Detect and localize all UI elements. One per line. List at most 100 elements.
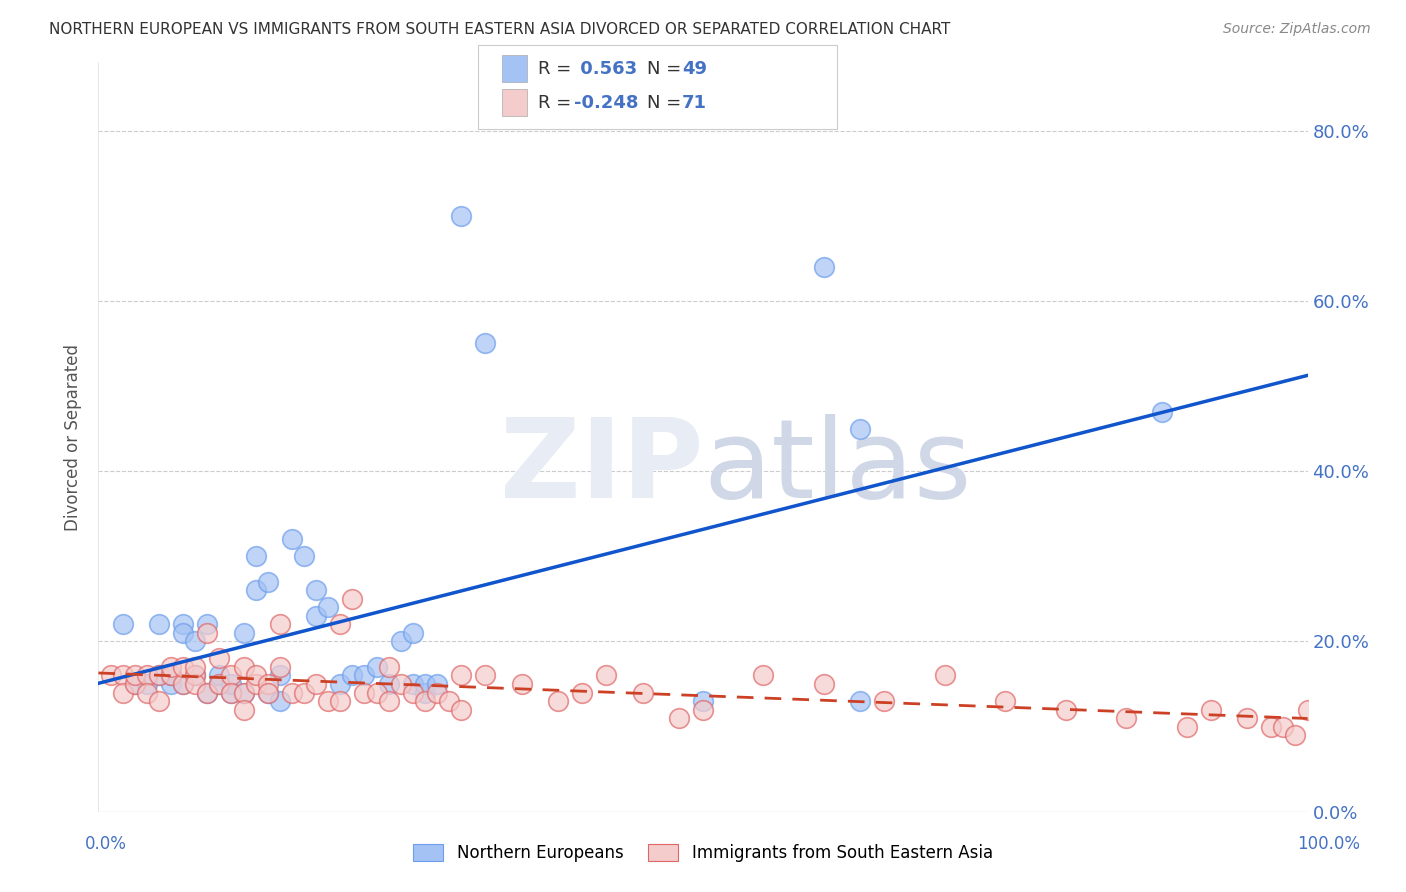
Point [172, 617, 194, 632]
Point [389, 677, 412, 691]
Point [547, 694, 569, 708]
Point [184, 668, 207, 682]
Text: 0.563: 0.563 [574, 60, 637, 78]
Point [1152, 404, 1174, 418]
Point [124, 677, 146, 691]
Point [316, 694, 339, 708]
Point [316, 600, 339, 615]
Point [510, 677, 533, 691]
Legend: Northern Europeans, Immigrants from South Eastern Asia: Northern Europeans, Immigrants from Sout… [405, 836, 1001, 871]
Point [256, 677, 278, 691]
Text: N =: N = [647, 94, 686, 112]
Point [184, 660, 207, 674]
Point [934, 668, 956, 682]
Point [281, 533, 304, 547]
Point [849, 694, 872, 708]
Point [245, 668, 267, 682]
Point [245, 677, 267, 691]
Point [232, 685, 254, 699]
Point [208, 677, 231, 691]
Point [377, 677, 399, 691]
Point [256, 685, 278, 699]
Point [1284, 728, 1306, 742]
Point [111, 685, 134, 699]
Point [232, 660, 254, 674]
Point [124, 668, 146, 682]
Point [1236, 711, 1258, 725]
Point [208, 668, 231, 682]
Point [232, 626, 254, 640]
Text: R =: R = [538, 94, 578, 112]
Point [366, 660, 388, 674]
Point [245, 549, 267, 564]
Point [160, 668, 183, 682]
Point [474, 336, 496, 351]
Point [184, 634, 207, 648]
Point [172, 677, 194, 691]
Point [366, 685, 388, 699]
Point [232, 702, 254, 716]
Point [813, 677, 835, 691]
Point [1115, 711, 1137, 725]
Text: 100.0%: 100.0% [1298, 835, 1360, 853]
Point [232, 685, 254, 699]
Point [305, 677, 328, 691]
Text: NORTHERN EUROPEAN VS IMMIGRANTS FROM SOUTH EASTERN ASIA DIVORCED OR SEPARATED CO: NORTHERN EUROPEAN VS IMMIGRANTS FROM SOU… [49, 22, 950, 37]
Point [111, 668, 134, 682]
Point [402, 626, 425, 640]
Point [389, 634, 412, 648]
Point [100, 668, 122, 682]
Point [631, 685, 654, 699]
Point [195, 626, 218, 640]
Point [195, 685, 218, 699]
Text: N =: N = [647, 60, 686, 78]
Point [269, 660, 291, 674]
Point [269, 617, 291, 632]
Point [208, 677, 231, 691]
Point [752, 668, 775, 682]
Point [221, 685, 243, 699]
Text: -0.248: -0.248 [574, 94, 638, 112]
Point [172, 677, 194, 691]
Point [135, 685, 157, 699]
Point [413, 694, 436, 708]
Point [426, 677, 449, 691]
Point [437, 694, 460, 708]
Text: 71: 71 [682, 94, 707, 112]
Text: Source: ZipAtlas.com: Source: ZipAtlas.com [1223, 22, 1371, 37]
Point [426, 685, 449, 699]
Point [329, 677, 352, 691]
Y-axis label: Divorced or Separated: Divorced or Separated [65, 343, 83, 531]
Point [342, 591, 364, 606]
Point [195, 617, 218, 632]
Point [148, 694, 170, 708]
Point [329, 617, 352, 632]
Point [148, 617, 170, 632]
Point [124, 677, 146, 691]
Point [1175, 720, 1198, 734]
Point [160, 660, 183, 674]
Point [450, 702, 472, 716]
Point [402, 677, 425, 691]
Point [692, 702, 714, 716]
Point [269, 694, 291, 708]
Point [1296, 702, 1319, 716]
Point [184, 677, 207, 691]
Point [208, 651, 231, 665]
Point [474, 668, 496, 682]
Point [172, 660, 194, 674]
Point [873, 694, 896, 708]
Point [292, 549, 315, 564]
Point [994, 694, 1017, 708]
Point [256, 685, 278, 699]
Text: 0.0%: 0.0% [84, 835, 127, 853]
Point [135, 668, 157, 682]
Point [595, 668, 617, 682]
Point [353, 668, 375, 682]
Point [571, 685, 593, 699]
Text: R =: R = [538, 60, 578, 78]
Point [245, 583, 267, 598]
Point [377, 694, 399, 708]
Point [148, 668, 170, 682]
Point [413, 677, 436, 691]
